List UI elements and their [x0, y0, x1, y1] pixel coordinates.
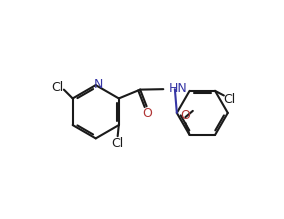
Text: O: O	[142, 107, 152, 120]
Text: Cl: Cl	[224, 93, 236, 106]
Text: Cl: Cl	[112, 137, 124, 150]
Text: N: N	[94, 78, 103, 91]
Text: HN: HN	[168, 82, 187, 95]
Text: Cl: Cl	[51, 81, 64, 94]
Text: O: O	[180, 109, 190, 122]
